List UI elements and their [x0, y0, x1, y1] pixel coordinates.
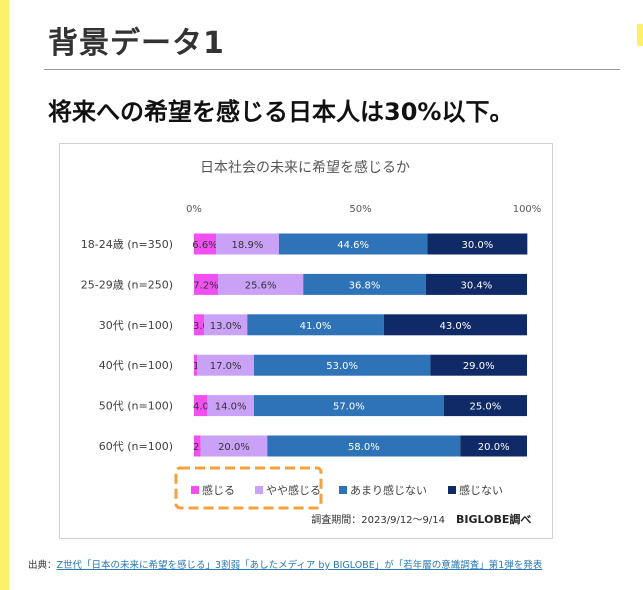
data-label: 20.0% [478, 442, 510, 453]
x-tick-label: 100% [513, 204, 542, 215]
bar-segment [215, 233, 279, 255]
data-label: 36.8% [349, 280, 381, 291]
bar-segment [247, 314, 384, 336]
bar-segment [267, 435, 461, 457]
bar-segment [194, 233, 216, 255]
data-label: 25.0% [469, 402, 501, 413]
x-tick-label: 50% [349, 204, 371, 215]
data-label: 18.9% [232, 240, 264, 251]
legend-label: やや感じる [266, 484, 321, 497]
bar-segment [425, 273, 527, 295]
bar-segment [430, 354, 527, 376]
bar-segment [443, 395, 527, 417]
bar-segment [303, 273, 426, 295]
data-label: 17.0% [210, 361, 242, 372]
legend-swatch [339, 486, 347, 494]
legend-label: 感じる [202, 484, 235, 497]
bar-segment [460, 435, 527, 457]
bar-segment [203, 314, 248, 336]
category-label: 50代 (n=100) [99, 400, 173, 413]
data-label: 30.0% [461, 240, 493, 251]
bar-segment [194, 435, 201, 457]
legend-highlight-box [174, 466, 323, 510]
legend-swatch [191, 486, 199, 494]
data-label: 53.0% [326, 361, 358, 372]
x-tick-label: 0% [186, 204, 202, 215]
survey-period: 調査期間：2023/9/12〜9/14 [311, 513, 445, 526]
bar-segment [253, 354, 431, 376]
title-divider [44, 69, 620, 70]
bar-segment [217, 273, 304, 295]
category-label: 30代 (n=100) [99, 319, 173, 332]
data-label: 43.0% [440, 321, 472, 332]
category-label: 40代 (n=100) [99, 359, 173, 372]
legend-label: あまり感じない [350, 484, 427, 497]
bar-segment [207, 395, 254, 417]
headline: 将来への希望を感じる日本人は30%以下。 [48, 98, 514, 126]
data-label: 7.2% [193, 280, 218, 291]
source-citation: 出典：Z世代「日本の未来に希望を感じる」3割弱「あしたメディア by BIGLO… [28, 557, 628, 571]
bar-segment [383, 314, 527, 336]
legend-label: 感じない [459, 484, 503, 497]
category-label: 25-29歳 (n=250) [81, 278, 173, 291]
data-label: 25.6% [245, 280, 277, 291]
bar-segment [194, 354, 198, 376]
legend-swatch [448, 486, 456, 494]
bar-segment [427, 233, 528, 255]
bar-segment [194, 273, 218, 295]
bar-segment [197, 354, 254, 376]
legend-swatch [255, 486, 263, 494]
left-accent-bar [0, 0, 9, 590]
data-label: 14.0% [215, 402, 247, 413]
bar-segment [194, 395, 208, 417]
slide-title: 背景データ1 [48, 26, 225, 61]
data-label: 57.0% [333, 402, 365, 413]
category-label: 60代 (n=100) [99, 440, 173, 453]
data-label: 58.0% [348, 442, 380, 453]
bar-segment [194, 314, 204, 336]
chart-title: 日本社会の未来に希望を感じるか [200, 159, 410, 176]
chart-frame [59, 143, 553, 539]
source-prefix: 出典： [28, 560, 57, 571]
data-label: 41.0% [300, 321, 332, 332]
source-link[interactable]: Z世代「日本の未来に希望を感じる」3割弱「あしたメディア by BIGLOBE」… [56, 560, 543, 571]
data-label: 44.6% [337, 240, 369, 251]
brand-label: BIGLOBE調べ [456, 512, 531, 526]
data-label: 4.0% [193, 402, 218, 413]
data-label: 6.6% [192, 240, 217, 251]
data-label: 20.0% [218, 442, 250, 453]
category-label: 18-24歳 (n=350) [81, 238, 173, 251]
data-label: 13.0% [210, 321, 242, 332]
data-label: 30.4% [460, 280, 492, 291]
bar-segment [278, 233, 428, 255]
bar-segment [253, 395, 444, 417]
right-accent-mark [637, 24, 643, 46]
bar-segment [200, 435, 268, 457]
data-label: 29.0% [463, 361, 495, 372]
